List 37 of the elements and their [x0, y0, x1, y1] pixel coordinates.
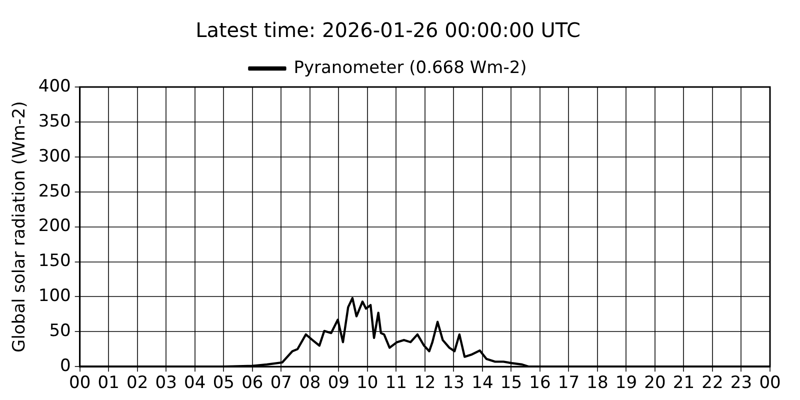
x-tick-label: 13 — [442, 373, 464, 394]
x-tick-label: 08 — [299, 373, 321, 394]
x-tick-label: 23 — [730, 373, 752, 394]
legend-label: Pyranometer (0.668 Wm-2) — [294, 58, 527, 78]
x-tick-label: 00 — [759, 373, 781, 394]
x-tick-label: 06 — [242, 373, 264, 394]
y-axis-title: Global solar radiation (Wm-2) — [10, 101, 30, 352]
x-tick-label: 07 — [270, 373, 292, 394]
y-tick-label: 100 — [38, 286, 71, 306]
x-tick-label: 19 — [615, 373, 638, 394]
chart-title: Latest time: 2026-01-26 00:00:00 UTC — [196, 18, 580, 42]
y-tick-label: 150 — [38, 251, 71, 272]
x-tick-label: 18 — [586, 373, 608, 394]
x-tick-label: 05 — [212, 373, 234, 394]
x-tick-label: 22 — [702, 373, 724, 394]
x-tick-label: 15 — [500, 373, 522, 394]
y-tick-label: 50 — [49, 321, 71, 342]
y-tick-label: 350 — [38, 111, 71, 132]
x-tick-label: 20 — [644, 373, 666, 394]
y-tick-label: 300 — [38, 146, 71, 166]
x-tick-label: 12 — [414, 373, 436, 394]
x-tick-label: 00 — [69, 373, 91, 394]
y-tick-label: 0 — [60, 356, 71, 376]
y-tick-label: 400 — [38, 76, 71, 96]
x-tick-label: 14 — [472, 373, 494, 394]
x-tick-label: 17 — [558, 373, 580, 394]
x-tick-label: 02 — [126, 373, 148, 394]
x-tick-label: 03 — [155, 373, 177, 394]
x-tick-label: 16 — [529, 373, 551, 394]
x-tick-label: 01 — [98, 373, 120, 394]
x-tick-label: 10 — [356, 373, 378, 394]
x-tick-label: 04 — [184, 373, 206, 394]
y-tick-label: 200 — [38, 216, 71, 236]
x-tick-label: 11 — [385, 373, 407, 394]
y-tick-label: 250 — [38, 181, 71, 202]
x-tick-label: 21 — [672, 373, 695, 394]
x-tick-label: 09 — [328, 373, 350, 394]
